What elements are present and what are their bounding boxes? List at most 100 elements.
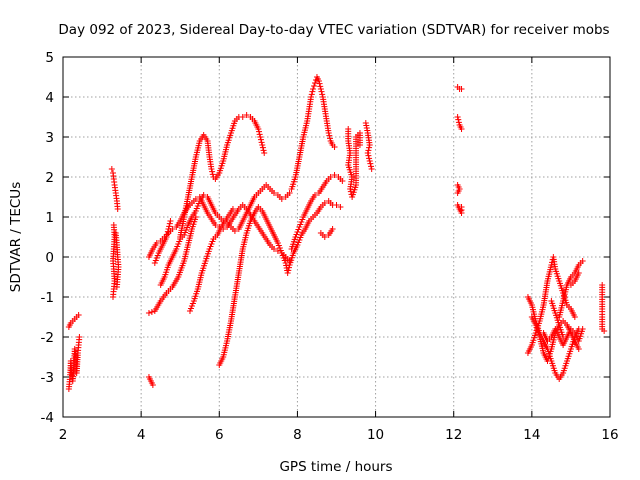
data-point — [575, 346, 582, 352]
x-tick-label: 4 — [137, 427, 146, 443]
data-point — [579, 258, 586, 264]
data-point — [365, 147, 372, 154]
x-tick-label: 12 — [445, 427, 462, 443]
y-tick-label: -2 — [41, 330, 54, 346]
data-point — [148, 309, 155, 315]
data-point — [167, 218, 174, 224]
data-point — [208, 166, 215, 172]
data-point — [601, 328, 608, 334]
chart-title: Day 092 of 2023, Sidereal Day-to-day VTE… — [58, 22, 609, 38]
y-tick-label: -1 — [41, 290, 54, 306]
data-point — [108, 166, 115, 172]
data-point — [317, 86, 324, 92]
data-point — [454, 190, 461, 196]
y-axis-label: SDTVAR / TECUs — [8, 182, 24, 292]
y-tick-label: -3 — [41, 370, 54, 386]
data-point — [259, 144, 266, 151]
data-point — [285, 264, 292, 271]
data-point — [310, 86, 317, 92]
data-point — [312, 192, 319, 198]
data-point — [366, 158, 373, 164]
y-tick-label: 5 — [45, 50, 54, 66]
data-point — [321, 200, 328, 206]
data-point — [270, 190, 277, 196]
data-point — [329, 226, 336, 232]
data-point — [200, 192, 207, 198]
data-point — [75, 312, 82, 318]
data-point — [261, 150, 268, 156]
data-point — [368, 163, 375, 170]
data-point — [455, 116, 462, 123]
y-tick-label: 1 — [45, 210, 54, 226]
data-point — [114, 206, 121, 212]
data-point — [209, 171, 216, 178]
x-tick-label: 14 — [523, 427, 540, 443]
data-point — [243, 112, 250, 118]
data-point — [309, 88, 316, 95]
data-point — [454, 114, 461, 120]
data-point — [165, 226, 172, 232]
data-point — [319, 91, 326, 98]
data-point — [259, 142, 266, 148]
data-point — [286, 190, 293, 196]
data-point — [239, 114, 246, 120]
x-tick-label: 8 — [293, 427, 302, 443]
data-point — [76, 334, 83, 340]
data-point — [145, 310, 152, 316]
data-point — [164, 231, 171, 238]
data-point — [337, 204, 344, 210]
data-point — [579, 326, 586, 332]
grid-lines — [63, 57, 610, 417]
data-point — [318, 88, 325, 95]
data-point — [365, 152, 372, 159]
data-point — [149, 382, 156, 388]
data-point — [256, 131, 263, 138]
data-point — [327, 174, 334, 180]
data-point — [356, 142, 363, 148]
data-point — [575, 270, 582, 276]
data-point — [110, 294, 117, 300]
data-point — [284, 270, 291, 276]
data-point — [366, 155, 373, 162]
data-point — [560, 334, 567, 340]
y-tick-label: 4 — [45, 90, 54, 106]
data-point — [458, 86, 465, 92]
data-point — [326, 132, 333, 139]
data-point — [321, 234, 328, 240]
data-point — [455, 119, 462, 126]
data-point — [270, 246, 277, 252]
data-point — [285, 267, 292, 274]
y-tick-label: 2 — [45, 170, 54, 186]
data-point — [326, 135, 333, 142]
data-point — [308, 91, 315, 98]
data-point — [316, 80, 323, 87]
data-point — [209, 168, 216, 175]
x-tick-label: 16 — [601, 427, 618, 443]
data-point — [339, 178, 346, 184]
data-point — [367, 160, 374, 167]
data-point — [255, 126, 262, 132]
data-point — [548, 262, 555, 268]
data-point — [366, 144, 373, 151]
data-point — [257, 134, 264, 140]
data-point — [317, 83, 324, 90]
data-point — [166, 220, 173, 227]
data-point — [153, 240, 160, 246]
data-point — [333, 202, 340, 208]
data-point — [113, 284, 120, 290]
data-point — [308, 94, 315, 100]
data-point — [166, 223, 173, 230]
data-point — [458, 126, 465, 132]
data-point — [256, 128, 263, 135]
y-tick-label: 0 — [45, 250, 54, 266]
data-point — [278, 196, 285, 202]
data-point — [231, 228, 238, 234]
data-point — [331, 144, 338, 150]
data-point — [458, 204, 465, 210]
x-tick-label: 10 — [367, 427, 384, 443]
data-point — [229, 206, 236, 212]
data-point — [366, 142, 373, 148]
data-point — [325, 130, 332, 136]
